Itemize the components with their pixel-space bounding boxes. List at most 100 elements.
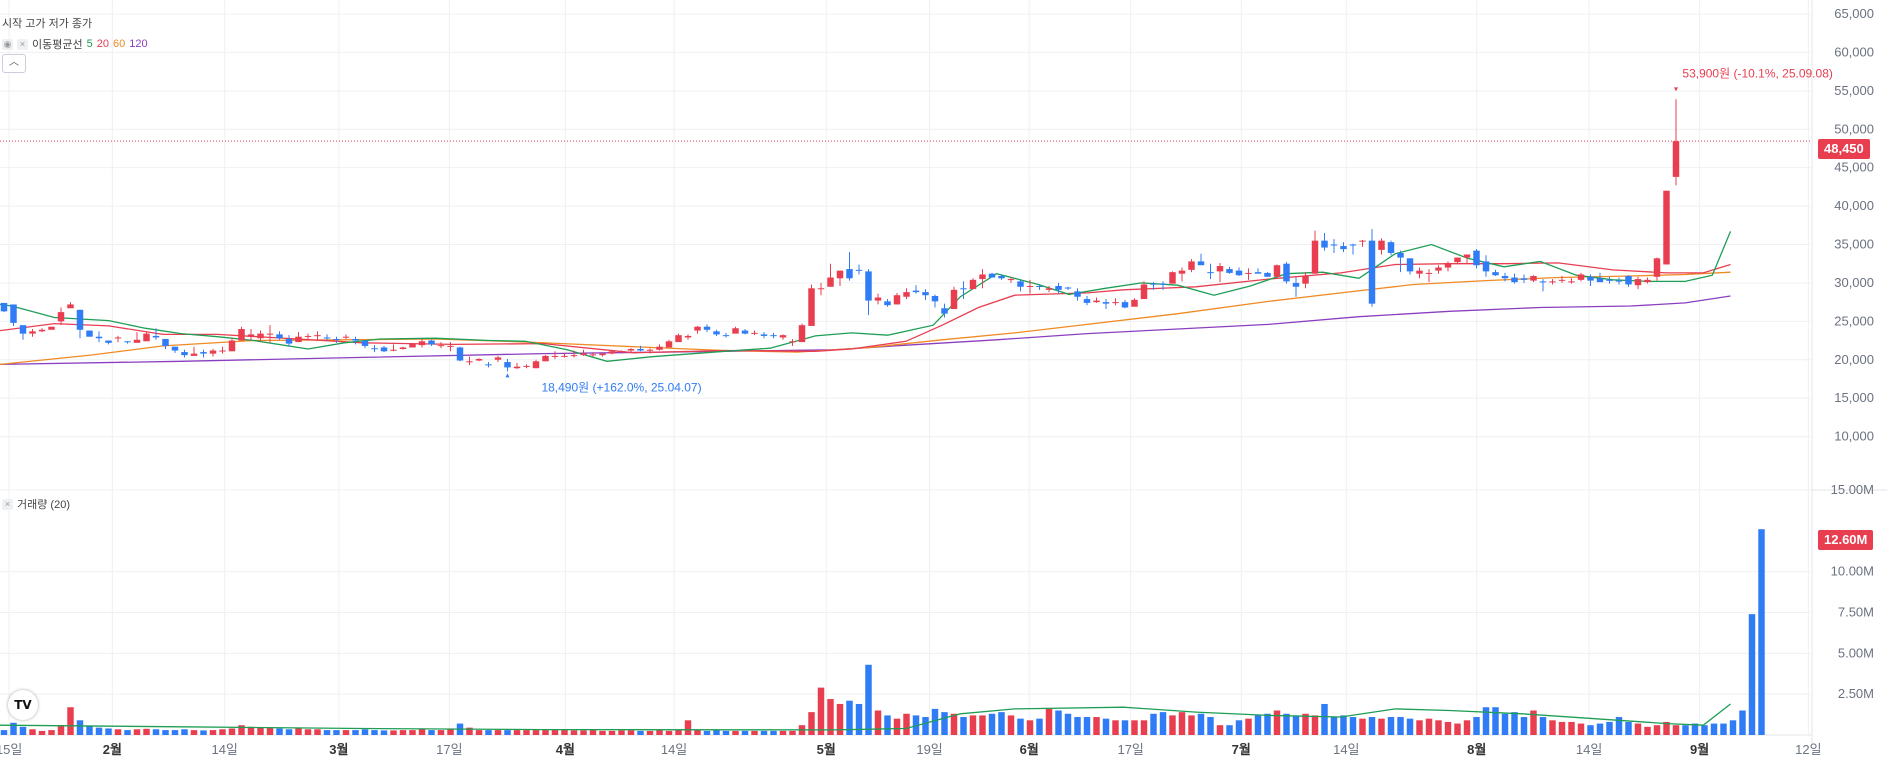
volume-bar xyxy=(969,715,977,735)
candle-body xyxy=(1501,276,1509,279)
candle-body xyxy=(789,341,796,343)
candle-body xyxy=(1539,281,1547,283)
candle-body xyxy=(1283,263,1290,282)
time-tick-label: 14일 xyxy=(1333,742,1359,757)
candle-body xyxy=(418,341,426,346)
volume-bar xyxy=(1758,529,1765,735)
volume-bar xyxy=(1672,725,1680,735)
volume-bar xyxy=(1359,718,1366,735)
candle-body xyxy=(912,290,920,293)
eye-icon[interactable]: ◉ xyxy=(2,38,13,50)
volume-bar xyxy=(779,730,787,735)
candle-body xyxy=(1207,272,1214,274)
volume-bar xyxy=(1615,717,1623,735)
candle-body xyxy=(314,335,321,337)
candle-body xyxy=(1672,141,1680,177)
candle-body xyxy=(1359,240,1366,242)
close-icon[interactable]: × xyxy=(17,38,28,50)
volume-bar xyxy=(922,717,929,735)
tradingview-logo[interactable]: TV xyxy=(8,690,38,720)
volume-bar xyxy=(323,730,331,735)
candle-body xyxy=(1235,270,1243,276)
candle-body xyxy=(950,289,958,310)
price-tick-label: 30,000 xyxy=(1834,275,1874,290)
volume-bar xyxy=(171,730,179,735)
candle-body xyxy=(1264,272,1271,277)
candle-body xyxy=(1349,244,1357,246)
volume-bar xyxy=(219,729,226,735)
candle-body xyxy=(266,333,274,335)
volume-bar xyxy=(304,729,312,735)
volume-tick-label: 10.00M xyxy=(1831,564,1874,579)
candle-body xyxy=(352,339,359,341)
candle-body xyxy=(675,335,682,343)
candle-body xyxy=(627,348,635,351)
volume-bar xyxy=(1397,717,1404,735)
volume-bar xyxy=(1739,710,1746,735)
volume-bar xyxy=(713,730,720,735)
candle-body xyxy=(1007,279,1015,281)
candle-body xyxy=(181,352,188,356)
volume-bar xyxy=(1112,720,1119,735)
volume-bar xyxy=(285,729,293,735)
candle-body xyxy=(1520,278,1528,280)
candle-body xyxy=(190,353,198,356)
ma120-line xyxy=(0,295,1731,366)
volume-bar xyxy=(57,725,65,735)
volume-bar xyxy=(1463,720,1471,735)
candle-body xyxy=(323,337,331,339)
candle-body xyxy=(390,349,397,351)
volume-bar xyxy=(513,730,521,735)
volume-bar xyxy=(152,729,160,735)
candle-body xyxy=(561,355,568,357)
volume-bar xyxy=(1026,720,1034,735)
candle-body xyxy=(152,335,160,338)
volume-bar xyxy=(1520,717,1528,735)
volume-bar xyxy=(485,730,492,735)
price-tick-label: 15,000 xyxy=(1834,390,1874,405)
time-tick-label: 17일 xyxy=(436,742,462,757)
candle-body xyxy=(1045,288,1053,290)
volume-bar xyxy=(551,730,559,735)
candle-body xyxy=(1378,240,1385,250)
candle-body xyxy=(1473,250,1480,266)
volume-bar xyxy=(817,687,825,735)
volume-bar xyxy=(48,730,55,735)
volume-bar xyxy=(1587,725,1594,735)
candle-body xyxy=(1302,276,1309,284)
candle-body xyxy=(466,361,473,363)
volume-bar xyxy=(105,728,112,735)
volume-bar xyxy=(1292,715,1300,735)
volume-bar xyxy=(390,730,397,735)
candle-body xyxy=(1273,265,1281,277)
candle-body xyxy=(1406,258,1414,272)
candle-body xyxy=(475,358,483,361)
volume-bar xyxy=(266,727,274,735)
candle-body xyxy=(817,288,825,290)
collapse-legend-button[interactable]: ︿ xyxy=(2,54,26,73)
volume-bar xyxy=(675,730,682,735)
candle-body xyxy=(874,297,882,301)
volume-bar xyxy=(1235,720,1243,735)
volume-bar xyxy=(1254,715,1262,735)
volume-bar xyxy=(428,730,435,735)
volume-bar xyxy=(1178,712,1186,735)
close-icon[interactable]: × xyxy=(2,498,13,510)
volume-bar xyxy=(903,713,910,735)
candle-body xyxy=(684,335,692,338)
volume-bar xyxy=(1349,717,1357,735)
time-tick-label: 6월 xyxy=(1020,742,1039,757)
candle-body xyxy=(399,347,407,349)
volume-bar xyxy=(257,727,264,735)
candle-body xyxy=(580,353,587,356)
candle-body xyxy=(494,357,502,360)
volume-bar xyxy=(1473,717,1480,735)
candle-body xyxy=(1169,272,1176,284)
candle-body xyxy=(542,355,549,362)
candle-body xyxy=(133,339,141,343)
volume-bar xyxy=(580,730,587,735)
candle-body xyxy=(1549,281,1556,283)
candle-body xyxy=(988,273,996,278)
volume-bar xyxy=(143,728,150,735)
